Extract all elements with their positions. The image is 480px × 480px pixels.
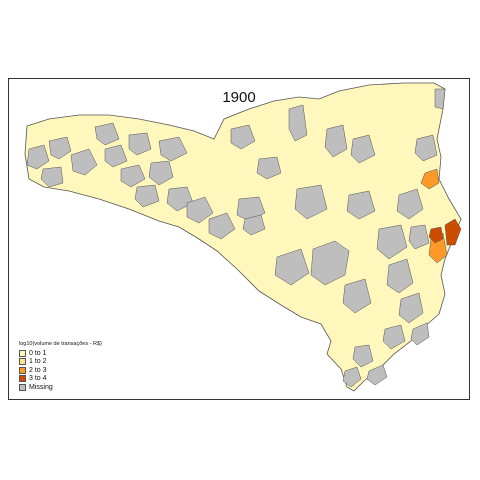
region-missing	[48, 136, 72, 160]
region-missing	[40, 166, 64, 188]
choropleth-map	[24, 82, 462, 392]
legend-label: 2 to 3	[29, 366, 47, 374]
map-title: 1900	[222, 89, 256, 106]
legend-label: 1 to 2	[29, 358, 47, 366]
region-missing	[256, 156, 282, 180]
region-missing	[288, 104, 308, 142]
region-missing	[230, 124, 256, 150]
region-missing	[120, 164, 146, 188]
legend-title: log10(volume de transações - R$)	[19, 341, 102, 347]
region-missing	[186, 196, 214, 224]
value-regions	[420, 168, 462, 264]
region-missing	[408, 224, 430, 250]
region-missing	[148, 160, 174, 186]
legend-label: Missing	[29, 383, 53, 391]
region-missing	[158, 136, 188, 162]
region-missing	[350, 134, 376, 164]
region-missing	[382, 324, 406, 350]
region-missing	[242, 214, 266, 236]
region-missing	[94, 122, 120, 146]
region-missing	[274, 248, 310, 286]
region-missing	[434, 88, 446, 110]
region-3-to-4	[444, 218, 462, 246]
region-missing	[104, 144, 128, 168]
region-missing	[134, 184, 160, 208]
region-missing	[26, 144, 50, 170]
legend-item: 1 to 2	[19, 358, 102, 367]
missing-regions	[26, 88, 446, 388]
legend-label: 3 to 4	[29, 375, 47, 383]
region-missing	[310, 240, 350, 286]
region-missing	[70, 148, 98, 176]
legend-item: 3 to 4	[19, 375, 102, 384]
region-missing	[410, 322, 430, 346]
region-missing	[128, 132, 152, 156]
region-missing	[324, 124, 348, 158]
state-outline	[24, 82, 462, 392]
region-missing	[294, 184, 328, 220]
legend-swatch	[19, 358, 26, 366]
region-missing	[346, 190, 376, 220]
legend-label: 0 to 1	[29, 349, 47, 357]
region-2-to-3	[420, 168, 440, 190]
region-3-to-4	[428, 226, 444, 244]
legend-item: Missing	[19, 383, 102, 392]
region-missing	[366, 364, 388, 386]
region-missing	[208, 212, 236, 240]
legend-swatch	[19, 383, 26, 391]
region-missing	[398, 292, 424, 324]
region-missing	[352, 344, 374, 368]
legend-item: 0 to 1	[19, 349, 102, 358]
legend: log10(volume de transações - R$) 0 to 1 …	[19, 341, 102, 392]
region-missing	[414, 134, 438, 162]
region-missing	[342, 366, 362, 388]
map-frame: 1900 log10(volume de transações - R$) 0 …	[8, 78, 470, 400]
region-missing	[386, 258, 414, 294]
region-missing	[342, 278, 372, 314]
region-missing	[396, 188, 424, 220]
legend-swatch	[19, 375, 26, 383]
legend-swatch	[19, 366, 26, 374]
legend-swatch	[19, 349, 26, 357]
legend-item: 2 to 3	[19, 366, 102, 375]
region-missing	[166, 186, 194, 212]
region-missing	[376, 224, 408, 260]
